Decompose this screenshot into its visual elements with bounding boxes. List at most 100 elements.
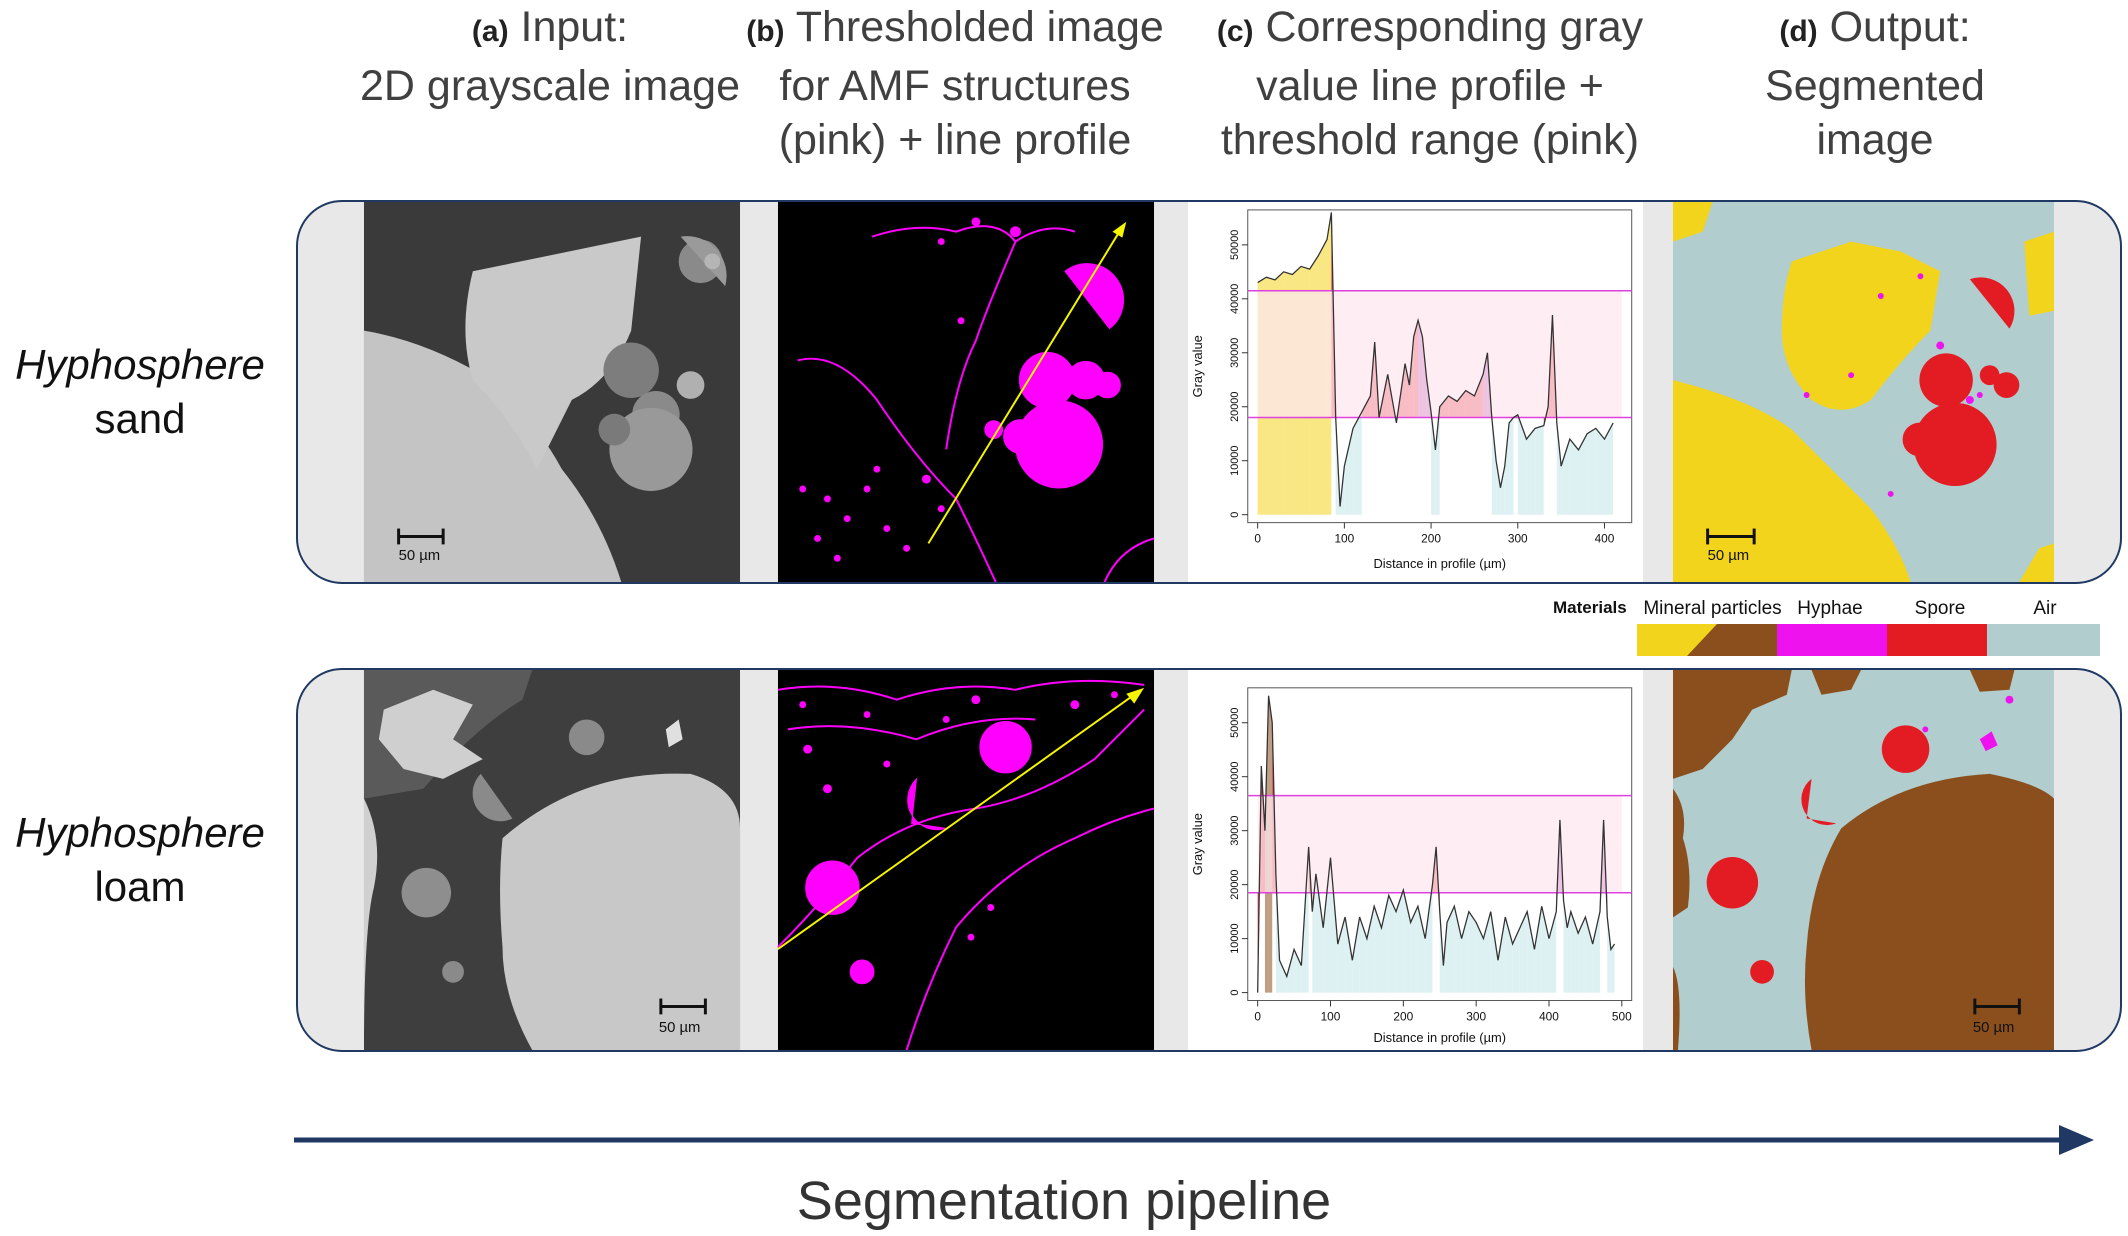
x-tick-label: 100 (1334, 531, 1354, 545)
x-tick-label: 400 (1539, 1009, 1559, 1023)
profile-fill-segment (1504, 422, 1510, 515)
x-tick-label: 100 (1321, 1009, 1341, 1023)
column-title-line2: value line profile + (1256, 62, 1604, 110)
legend-label-spore: Spore (1914, 598, 1966, 619)
legend-title: Materials (1553, 598, 1627, 617)
profile-fill-segment (1490, 911, 1499, 993)
profile-fill-segment (1366, 906, 1375, 993)
segmented-image-loam: 50 µm (1673, 670, 2054, 1050)
row-label-italic: Hyphosphere (15, 809, 265, 856)
profile-fill-segment (1570, 911, 1579, 993)
scale-bar-label: 50 µm (659, 1020, 701, 1036)
profile-fill-segment (1585, 917, 1593, 993)
profile-fill-segment (1417, 906, 1426, 993)
row-frame-loam: 50 µm 0 10000 20000 30000 40000 50000 0 100 200… (296, 668, 2122, 1052)
profile-fill-segment (1509, 417, 1514, 515)
profile-fill-segment (1534, 906, 1542, 993)
profile-fill-segment (1561, 439, 1570, 515)
profile-fill-segment (1587, 428, 1596, 515)
profile-fill-segment (1447, 906, 1455, 993)
threshold-band (1257, 795, 1622, 893)
profile-fill-segment (1519, 911, 1528, 993)
legend-label-air: Air (2033, 598, 2057, 619)
column-tag: (c) (1216, 15, 1254, 48)
x-tick-label: 0 (1254, 1009, 1261, 1023)
column-title: Input: (520, 3, 629, 51)
column-title-line3: (pink) + line profile (778, 116, 1132, 164)
profile-fill-segment (1491, 417, 1497, 515)
column-tag: (b) (746, 15, 785, 48)
x-tick-label: 300 (1508, 531, 1528, 545)
y-axis-label: Gray value (1190, 813, 1205, 875)
legend-swatch-air (1987, 624, 2100, 656)
row-label-sand: Hyphosphere sand (0, 338, 280, 446)
x-tick-label: 500 (1612, 1009, 1632, 1023)
segmented-image-sand: 50 µm (1673, 202, 2054, 582)
profile-fill-segment (1607, 917, 1611, 993)
x-tick-label: 400 (1595, 531, 1615, 545)
x-tick-label: 0 (1254, 531, 1261, 545)
profile-fill-segment (1374, 906, 1382, 993)
grayscale-image-loam: 50 µm (363, 670, 741, 1050)
profile-fill-segment (1512, 927, 1520, 993)
profile-fill-segment (1595, 428, 1605, 515)
profile-fill-segment (1425, 884, 1433, 993)
legend-swatch-hyphae (1777, 624, 1887, 656)
profile-fill-segment (1578, 917, 1586, 993)
profile-fill-segment (1548, 911, 1557, 993)
profile-fill-segment (1517, 414, 1527, 515)
column-title-line2: Segmented (1765, 62, 1985, 110)
profile-fill-segment (1359, 917, 1367, 993)
y-tick-label: 50000 (1229, 708, 1241, 738)
row-frame-sand: 50 µm 0 10000 20000 30 (296, 200, 2122, 584)
column-title-line3: threshold range (pink) (1220, 116, 1640, 164)
scale-bar-label: 50 µm (399, 548, 441, 564)
thresholded-image-loam (777, 670, 1155, 1050)
legend-swatches (1637, 624, 2100, 656)
legend-label-mineral: Mineral particles (1643, 598, 1782, 619)
y-tick-label: 0 (1229, 990, 1241, 996)
y-tick-label: 30000 (1229, 338, 1241, 368)
y-tick-label: 0 (1229, 512, 1241, 518)
profile-fill-segment (1468, 911, 1477, 993)
column-title-line3: image (1816, 116, 1934, 164)
profile-fill-segment (1556, 422, 1562, 515)
column-title-line2: for AMF structures (779, 62, 1131, 110)
profile-fill-segment (1435, 406, 1440, 515)
column-title: Corresponding gray (1265, 3, 1644, 51)
profile-fill-segment (1286, 949, 1295, 993)
x-tick-label: 300 (1466, 1009, 1486, 1023)
profile-series-line (1257, 695, 1616, 993)
profile-fill-segment (1315, 873, 1324, 993)
column-header-d: (d) Output: Segmented image (1700, 0, 2050, 167)
x-axis-label: Distance in profile (µm) (1374, 556, 1506, 571)
scale-bar-label: 50 µm (1708, 548, 1750, 564)
profile-fill-segment (1345, 917, 1353, 993)
x-axis-label: Distance in profile (µm) (1374, 1030, 1506, 1045)
y-tick-label: 50000 (1229, 230, 1241, 260)
threshold-band (1257, 290, 1622, 418)
profile-fill-segment (1352, 917, 1360, 993)
profile-fill-segment (1476, 922, 1484, 993)
row-label-loam: Hyphosphere loam (0, 806, 280, 914)
x-tick-label: 200 (1393, 1009, 1413, 1023)
scale-bar-label: 50 µm (1973, 1020, 2015, 1036)
y-tick-label: 30000 (1229, 816, 1241, 846)
row-label-plain: loam (94, 863, 186, 910)
column-title: Output: (1829, 3, 1971, 51)
profile-fill-segment (1610, 944, 1615, 993)
pipeline-label: Segmentation pipeline (796, 1171, 1332, 1231)
profile-fill-segment (1604, 422, 1614, 515)
profile-fill-segment (1461, 911, 1469, 993)
profile-fill-segment (1337, 917, 1346, 993)
grayscale-image-sand: 50 µm (363, 202, 741, 582)
profile-fill-segment (1279, 960, 1287, 993)
profile-fill-segment (1498, 917, 1506, 993)
profile-fill-segment (1592, 911, 1600, 993)
column-tag: (a) (471, 15, 509, 48)
profile-fill-segment (1344, 428, 1354, 515)
column-tag: (d) (1779, 15, 1818, 48)
profile-fill-segment (1578, 433, 1588, 515)
profile-fill-segment (1431, 412, 1436, 515)
row-label-italic: Hyphosphere (15, 341, 265, 388)
